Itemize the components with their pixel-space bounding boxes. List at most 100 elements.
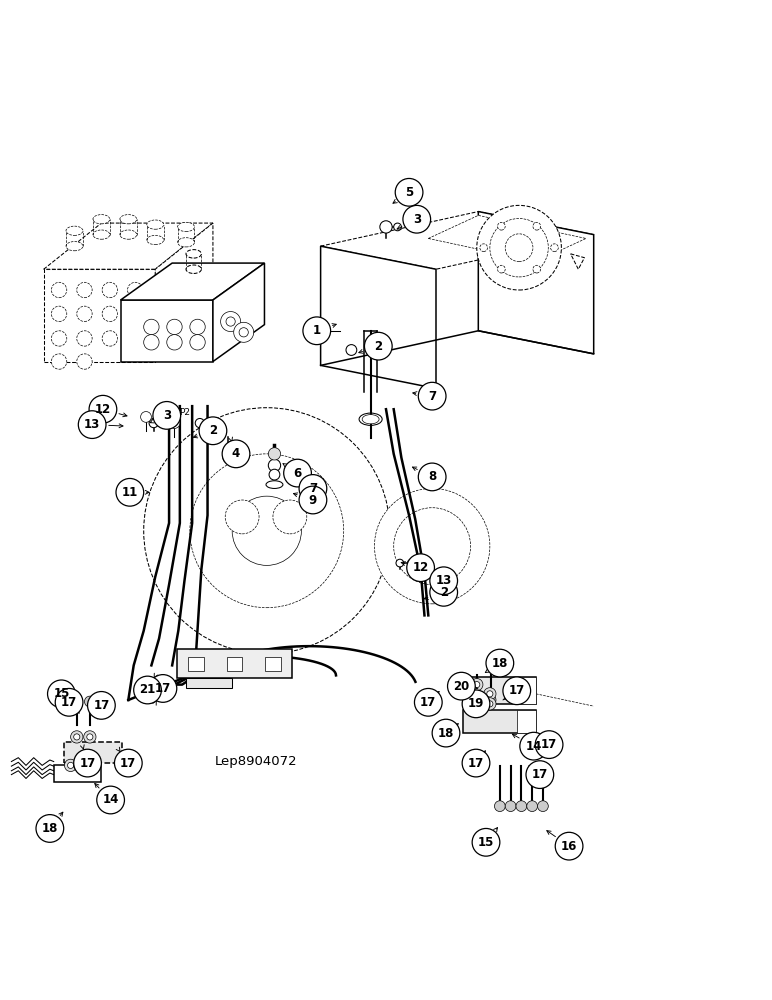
Circle shape — [535, 731, 563, 758]
Circle shape — [346, 345, 357, 355]
Text: 17: 17 — [420, 696, 436, 709]
Circle shape — [73, 734, 80, 740]
Ellipse shape — [178, 238, 195, 247]
Circle shape — [474, 682, 480, 688]
Circle shape — [497, 222, 505, 230]
Circle shape — [127, 306, 143, 322]
Circle shape — [89, 395, 117, 423]
Circle shape — [462, 690, 490, 718]
Polygon shape — [516, 710, 536, 733]
Polygon shape — [186, 678, 232, 688]
Circle shape — [52, 331, 66, 346]
Circle shape — [462, 749, 490, 777]
Text: 17: 17 — [541, 738, 557, 751]
Circle shape — [527, 801, 537, 812]
Circle shape — [497, 265, 505, 273]
Text: 2: 2 — [209, 424, 217, 437]
Polygon shape — [227, 657, 242, 671]
Ellipse shape — [93, 215, 110, 224]
Circle shape — [76, 354, 92, 369]
Circle shape — [83, 759, 96, 772]
Circle shape — [221, 312, 241, 332]
Circle shape — [84, 696, 95, 707]
Text: 12: 12 — [412, 561, 428, 574]
Polygon shape — [213, 263, 265, 362]
Text: 18: 18 — [42, 822, 58, 835]
Polygon shape — [54, 765, 101, 782]
Text: 17: 17 — [120, 757, 137, 770]
Circle shape — [487, 701, 493, 707]
Circle shape — [430, 578, 458, 606]
Text: 7: 7 — [309, 482, 317, 495]
Circle shape — [490, 218, 548, 277]
Circle shape — [480, 244, 488, 252]
Text: 3: 3 — [163, 409, 171, 422]
Circle shape — [537, 801, 548, 812]
Circle shape — [269, 469, 279, 480]
Circle shape — [364, 332, 392, 360]
Circle shape — [505, 801, 516, 812]
Text: 6: 6 — [293, 467, 302, 480]
Circle shape — [396, 559, 404, 567]
Circle shape — [76, 762, 83, 768]
Circle shape — [169, 418, 180, 428]
Circle shape — [167, 319, 182, 335]
Text: 20: 20 — [453, 680, 469, 693]
Circle shape — [76, 282, 92, 298]
Circle shape — [86, 762, 93, 768]
Polygon shape — [463, 677, 536, 704]
Circle shape — [190, 454, 344, 608]
Ellipse shape — [120, 215, 137, 224]
Circle shape — [153, 402, 181, 429]
Circle shape — [418, 382, 446, 410]
Polygon shape — [320, 212, 594, 269]
Circle shape — [273, 500, 306, 534]
Circle shape — [144, 335, 159, 350]
Ellipse shape — [120, 230, 137, 239]
Polygon shape — [571, 254, 584, 269]
Text: 19: 19 — [468, 697, 484, 710]
Circle shape — [76, 306, 92, 322]
Text: 1: 1 — [313, 324, 321, 337]
Circle shape — [407, 554, 435, 582]
Text: 3: 3 — [413, 213, 421, 226]
Polygon shape — [65, 742, 122, 763]
Circle shape — [141, 412, 151, 422]
Circle shape — [395, 178, 423, 206]
Ellipse shape — [186, 265, 201, 273]
Circle shape — [374, 488, 490, 604]
Circle shape — [550, 244, 558, 252]
Circle shape — [86, 734, 93, 740]
Circle shape — [477, 205, 561, 290]
Circle shape — [380, 221, 392, 233]
Text: P2: P2 — [179, 408, 190, 417]
Text: 15: 15 — [478, 836, 494, 849]
Circle shape — [486, 695, 496, 705]
Circle shape — [114, 749, 142, 777]
Circle shape — [48, 680, 75, 708]
Circle shape — [56, 688, 83, 716]
Circle shape — [190, 319, 205, 335]
Circle shape — [472, 695, 482, 705]
Text: 5: 5 — [405, 186, 413, 199]
Text: Lep8904072: Lep8904072 — [215, 755, 298, 768]
Polygon shape — [44, 223, 213, 269]
Circle shape — [520, 732, 547, 760]
Circle shape — [73, 759, 86, 772]
Circle shape — [67, 762, 73, 768]
Circle shape — [225, 500, 259, 534]
Circle shape — [134, 676, 161, 704]
Text: 17: 17 — [509, 684, 525, 697]
Polygon shape — [120, 263, 265, 300]
Circle shape — [73, 749, 101, 777]
Ellipse shape — [147, 235, 164, 245]
Circle shape — [52, 282, 66, 298]
Circle shape — [430, 567, 458, 595]
Polygon shape — [266, 657, 280, 671]
Circle shape — [283, 459, 311, 487]
Circle shape — [234, 322, 254, 342]
Text: 14: 14 — [526, 740, 542, 753]
Circle shape — [83, 731, 96, 743]
Circle shape — [223, 452, 234, 463]
Text: 2: 2 — [374, 340, 382, 353]
